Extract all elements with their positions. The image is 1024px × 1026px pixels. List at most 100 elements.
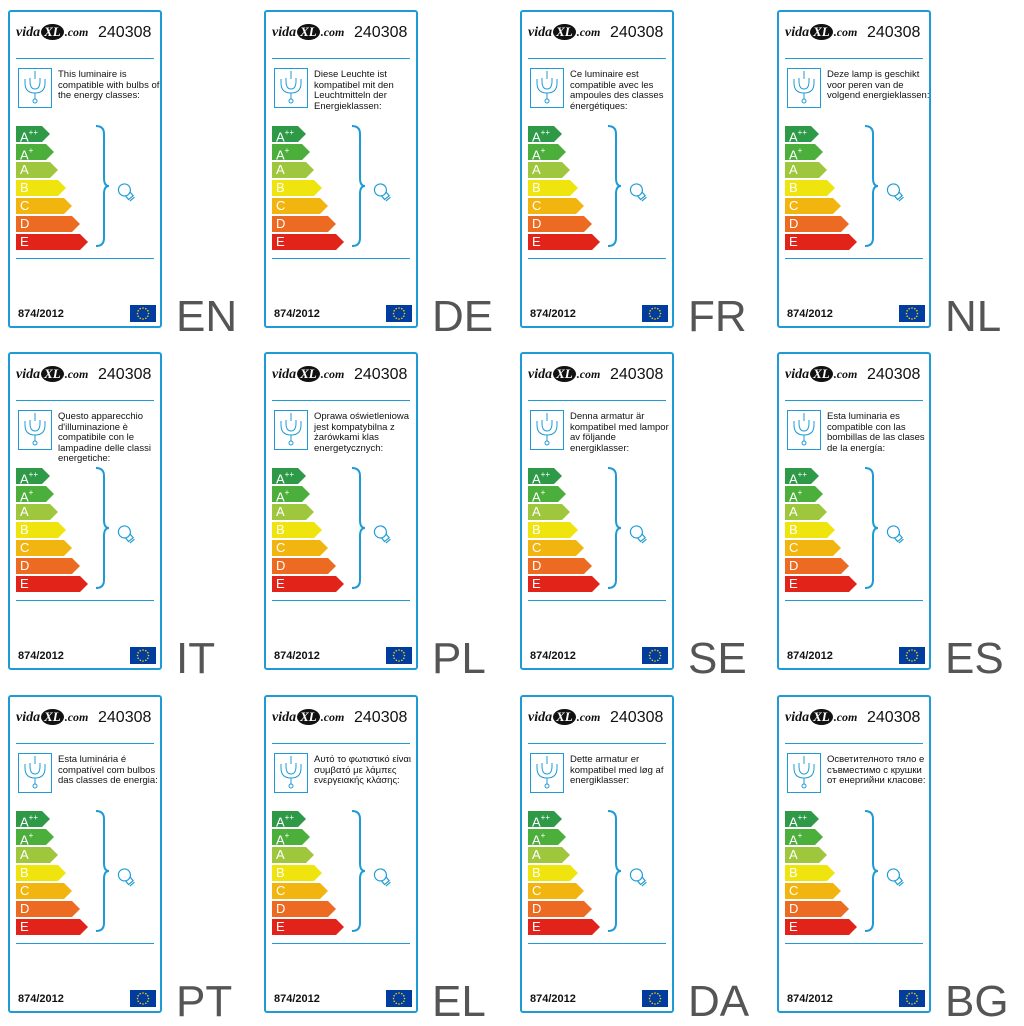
energy-class-letter: E bbox=[532, 234, 541, 249]
brand-xl: XL bbox=[553, 24, 576, 40]
divider bbox=[528, 258, 666, 259]
divider bbox=[272, 58, 410, 59]
energy-class-b: B bbox=[16, 180, 68, 196]
eu-flag-icon bbox=[899, 647, 925, 664]
eu-flag-icon bbox=[642, 647, 668, 664]
brand-name: vida bbox=[272, 367, 297, 382]
energy-label-da: vida XL .com 240308 Dette armatur er kompati… bbox=[520, 695, 674, 1013]
regulation-number: 874/2012 bbox=[18, 650, 64, 662]
energy-class-app: A++ bbox=[272, 468, 308, 487]
divider bbox=[528, 600, 666, 601]
energy-class-sup: + bbox=[28, 488, 34, 497]
energy-class-c: C bbox=[785, 883, 843, 899]
regulation-number: 874/2012 bbox=[530, 308, 576, 320]
energy-class-letter: A++ bbox=[276, 470, 295, 487]
language-code: EN bbox=[176, 292, 238, 341]
energy-label-bg: vida XL .com 240308 Осветителното тяло е съв… bbox=[777, 695, 931, 1013]
chandelier-icon bbox=[274, 68, 308, 108]
energy-class-letter: C bbox=[20, 883, 30, 898]
model-number: 240308 bbox=[354, 709, 408, 726]
energy-class-letter: C bbox=[276, 540, 286, 555]
energy-label-el: vida XL .com 240308 Αυτό το φωτιστικό είναι … bbox=[264, 695, 418, 1013]
energy-class-letter: B bbox=[532, 865, 541, 880]
eu-flag-icon bbox=[642, 305, 668, 322]
energy-class-letter: A bbox=[789, 162, 798, 177]
model-number: 240308 bbox=[610, 24, 664, 41]
chandelier-icon bbox=[530, 410, 564, 450]
chandelier-icon bbox=[274, 753, 308, 793]
brand-logo: vida XL .com bbox=[528, 709, 600, 726]
energy-class-c: C bbox=[16, 883, 74, 899]
energy-class-letter: E bbox=[20, 919, 29, 934]
energy-class-sup: ++ bbox=[797, 470, 808, 479]
energy-class-app: A++ bbox=[528, 468, 564, 486]
energy-class-letter: A+ bbox=[20, 488, 34, 505]
energy-class-letter: A bbox=[532, 162, 541, 177]
brand-domain: .com bbox=[576, 25, 601, 39]
energy-class-letter: A+ bbox=[276, 488, 290, 505]
energy-class-sup: + bbox=[540, 831, 546, 840]
eu-flag-icon bbox=[386, 647, 412, 664]
energy-class-app: A++ bbox=[528, 811, 564, 830]
brand-xl: XL bbox=[41, 709, 64, 725]
model-number: 240308 bbox=[98, 709, 152, 726]
brand-name: vida bbox=[528, 710, 553, 725]
energy-class-letter: B bbox=[789, 180, 798, 195]
energy-class-sup: + bbox=[797, 488, 803, 497]
language-code: DE bbox=[432, 292, 494, 341]
energy-class-letter: C bbox=[789, 198, 799, 213]
compatibility-text: Осветителното тяло е съвместимо с крушки… bbox=[827, 754, 926, 786]
energy-class-e: E bbox=[272, 919, 346, 935]
compatibility-text: Esta luminária é compatível com bulbos d… bbox=[58, 754, 158, 786]
energy-class-d: D bbox=[16, 901, 82, 917]
energy-class-letter: A++ bbox=[20, 470, 39, 487]
energy-class-b: B bbox=[528, 522, 580, 538]
energy-class-letter: A+ bbox=[532, 488, 546, 505]
energy-class-c: C bbox=[785, 198, 843, 214]
energy-class-letter: A bbox=[276, 847, 285, 862]
energy-class-letter: A++ bbox=[276, 128, 295, 145]
energy-class-letter: B bbox=[20, 180, 29, 195]
energy-class-sup: ++ bbox=[28, 128, 39, 137]
energy-class-app: A++ bbox=[785, 468, 821, 486]
regulation-number: 874/2012 bbox=[274, 308, 320, 320]
energy-class-d: D bbox=[785, 901, 851, 917]
energy-class-b: B bbox=[16, 865, 68, 881]
energy-class-letter: C bbox=[532, 540, 542, 555]
divider bbox=[272, 258, 410, 259]
energy-class-letter: A+ bbox=[20, 146, 34, 163]
compatibility-text: Ce luminaire est compatible avec les amp… bbox=[570, 69, 664, 112]
energy-class-letter: A bbox=[20, 504, 29, 519]
energy-label-nl: vida XL .com 240308 Deze lamp is geschikt vo… bbox=[777, 10, 931, 328]
energy-label-se: vida XL .com 240308 Denna armatur är kompati… bbox=[520, 352, 674, 670]
energy-class-d: D bbox=[785, 558, 851, 574]
energy-class-app: A++ bbox=[528, 126, 564, 144]
energy-class-a: A bbox=[272, 504, 316, 520]
divider bbox=[528, 743, 666, 744]
divider bbox=[16, 743, 154, 744]
brand-domain: .com bbox=[64, 710, 89, 724]
energy-label-fr: vida XL .com 240308 Ce luminaire est compati… bbox=[520, 10, 674, 328]
regulation-number: 874/2012 bbox=[18, 993, 64, 1005]
divider bbox=[785, 400, 923, 401]
energy-class-letter: A++ bbox=[532, 813, 551, 830]
energy-class-d: D bbox=[528, 216, 594, 232]
divider bbox=[785, 258, 923, 259]
energy-class-a: A bbox=[528, 162, 572, 178]
energy-class-letter: A+ bbox=[789, 488, 803, 505]
eu-flag-icon bbox=[130, 990, 156, 1007]
bulb-icon bbox=[370, 522, 396, 553]
energy-class-letter: C bbox=[20, 198, 30, 213]
energy-class-b: B bbox=[272, 865, 324, 881]
energy-class-e: E bbox=[528, 576, 602, 592]
brace-icon bbox=[94, 809, 110, 938]
energy-class-letter: A++ bbox=[20, 813, 39, 830]
energy-class-c: C bbox=[528, 540, 586, 556]
energy-class-sup: ++ bbox=[28, 470, 39, 479]
energy-class-letter: A bbox=[532, 847, 541, 862]
bulb-icon bbox=[370, 865, 396, 896]
brand-domain: .com bbox=[320, 710, 345, 724]
language-code: DA bbox=[688, 977, 750, 1026]
regulation-number: 874/2012 bbox=[787, 650, 833, 662]
brand-logo: vida XL .com bbox=[272, 24, 344, 41]
